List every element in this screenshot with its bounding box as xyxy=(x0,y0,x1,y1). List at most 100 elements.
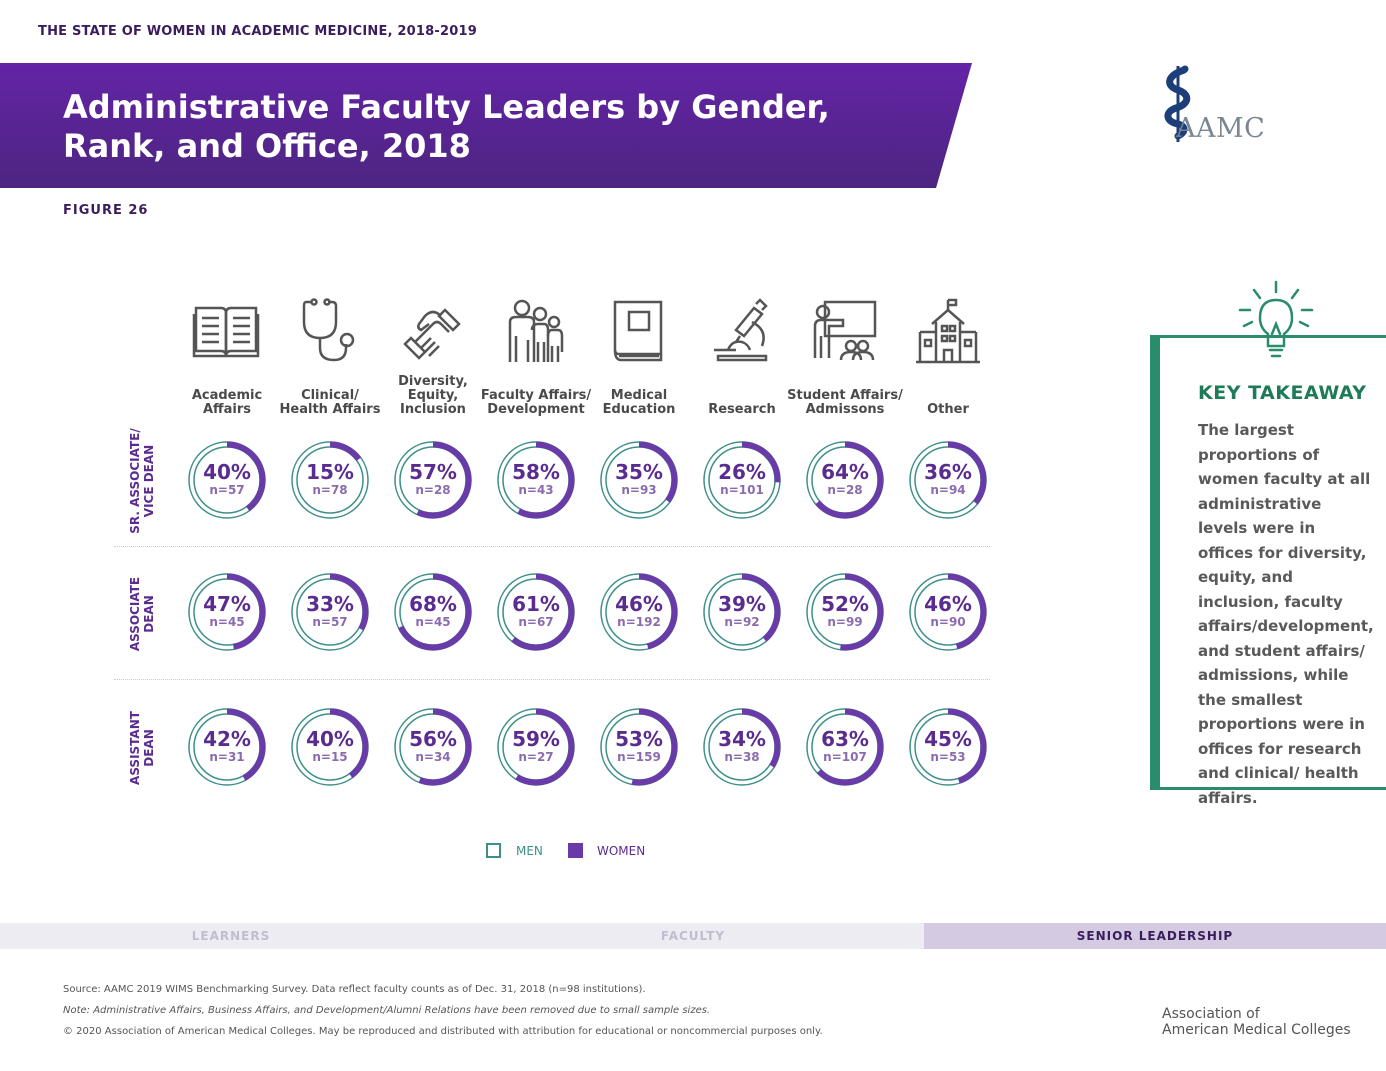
women-arc xyxy=(600,441,678,519)
legend-label-women: WOMEN xyxy=(597,844,646,858)
sample-note: Note: Administrative Affairs, Business A… xyxy=(63,1005,711,1016)
women-arc xyxy=(394,441,472,519)
women-percent-label: 53% xyxy=(615,727,663,751)
sample-size-label: n=45 xyxy=(415,615,451,629)
women-percent-label: 61% xyxy=(512,592,560,616)
sample-size-label: n=78 xyxy=(312,483,348,497)
lightbulb-icon xyxy=(1238,280,1314,358)
legend-swatch-women xyxy=(568,843,583,858)
sample-size-label: n=192 xyxy=(617,615,661,629)
women-arc xyxy=(600,708,678,786)
sample-size-label: n=92 xyxy=(724,615,760,629)
donut-chart xyxy=(394,441,472,519)
donut-chart xyxy=(806,441,884,519)
donut-chart xyxy=(909,573,987,651)
sample-size-label: n=43 xyxy=(518,483,554,497)
women-arc xyxy=(394,708,472,786)
women-percent-label: 33% xyxy=(306,592,354,616)
sample-size-label: n=101 xyxy=(720,483,764,497)
donut-chart xyxy=(497,441,575,519)
women-percent-label: 57% xyxy=(409,460,457,484)
women-arc xyxy=(188,573,266,651)
sample-size-label: n=99 xyxy=(827,615,863,629)
women-percent-label: 35% xyxy=(615,460,663,484)
women-percent-label: 45% xyxy=(924,727,972,751)
women-arc xyxy=(497,441,575,519)
women-arc xyxy=(703,573,781,651)
title-banner xyxy=(0,63,972,188)
nav-item-senior-leadership[interactable]: SENIOR LEADERSHIP xyxy=(924,923,1386,949)
microscope-icon xyxy=(714,298,768,362)
sample-size-label: n=57 xyxy=(312,615,348,629)
donut-chart xyxy=(703,441,781,519)
donut-chart xyxy=(600,573,678,651)
women-percent-label: 46% xyxy=(924,592,972,616)
women-percent-label: 40% xyxy=(203,460,251,484)
donut-chart xyxy=(394,573,472,651)
nav-item-faculty[interactable]: FACULTY xyxy=(660,929,726,943)
sample-size-label: n=28 xyxy=(415,483,451,497)
women-arc xyxy=(291,708,369,786)
row-label: ASSISTANT DEAN xyxy=(128,711,156,785)
women-arc xyxy=(188,441,266,519)
report-title: THE STATE OF WOMEN IN ACADEMIC MEDICINE,… xyxy=(38,24,477,39)
column-label: Student Affairs/ Admissons xyxy=(787,388,903,417)
donut-chart xyxy=(497,708,575,786)
women-percent-label: 52% xyxy=(821,592,869,616)
book-icon xyxy=(192,306,260,358)
column-label: Other xyxy=(927,402,969,417)
donut-chart xyxy=(291,708,369,786)
women-percent-label: 59% xyxy=(512,727,560,751)
women-arc xyxy=(394,573,472,651)
women-arc xyxy=(909,708,987,786)
donut-chart xyxy=(600,708,678,786)
copyright: © 2020 Association of American Medical C… xyxy=(63,1026,823,1037)
column-label: Medical Education xyxy=(602,388,676,417)
donut-chart xyxy=(909,441,987,519)
nav-item-learners[interactable]: LEARNERS xyxy=(191,929,271,943)
legend-label-men: MEN xyxy=(516,844,543,858)
donut-chart xyxy=(806,708,884,786)
building-icon xyxy=(916,298,980,364)
donut-chart xyxy=(291,573,369,651)
sample-size-label: n=93 xyxy=(621,483,657,497)
key-takeaway-box xyxy=(1150,335,1386,790)
sample-size-label: n=28 xyxy=(827,483,863,497)
logo-text: AAMC xyxy=(1176,113,1266,144)
donut-chart xyxy=(188,708,266,786)
women-percent-label: 68% xyxy=(409,592,457,616)
women-percent-label: 36% xyxy=(924,460,972,484)
women-percent-label: 46% xyxy=(615,592,663,616)
donut-chart xyxy=(703,708,781,786)
donut-chart xyxy=(909,708,987,786)
women-percent-label: 15% xyxy=(306,460,354,484)
donut-chart xyxy=(394,708,472,786)
women-percent-label: 34% xyxy=(718,727,766,751)
source-note: Source: AAMC 2019 WIMS Benchmarking Surv… xyxy=(63,984,646,995)
figure-label: FIGURE 26 xyxy=(63,203,149,218)
women-percent-label: 42% xyxy=(203,727,251,751)
row-label: SR. ASSOCIATE/ VICE DEAN xyxy=(128,428,156,534)
aamc-logo-icon xyxy=(1164,65,1191,142)
women-percent-label: 40% xyxy=(306,727,354,751)
donut-chart xyxy=(188,441,266,519)
women-arc xyxy=(806,708,884,786)
sample-size-label: n=45 xyxy=(209,615,245,629)
takeaway-title: KEY TAKEAWAY xyxy=(1198,382,1367,404)
women-percent-label: 47% xyxy=(203,592,251,616)
sample-size-label: n=107 xyxy=(823,750,867,764)
sample-size-label: n=159 xyxy=(617,750,661,764)
presentation-icon xyxy=(813,300,877,361)
sample-size-label: n=27 xyxy=(518,750,554,764)
women-percent-label: 26% xyxy=(718,460,766,484)
donut-chart xyxy=(703,573,781,651)
sample-size-label: n=53 xyxy=(930,750,966,764)
women-percent-label: 64% xyxy=(821,460,869,484)
women-arc xyxy=(909,441,987,519)
women-percent-label: 63% xyxy=(821,727,869,751)
takeaway-body: The largest proportions of women faculty… xyxy=(1198,421,1374,807)
donut-chart xyxy=(600,441,678,519)
women-arc xyxy=(703,441,781,519)
sample-size-label: n=38 xyxy=(724,750,760,764)
donut-chart xyxy=(188,573,266,651)
